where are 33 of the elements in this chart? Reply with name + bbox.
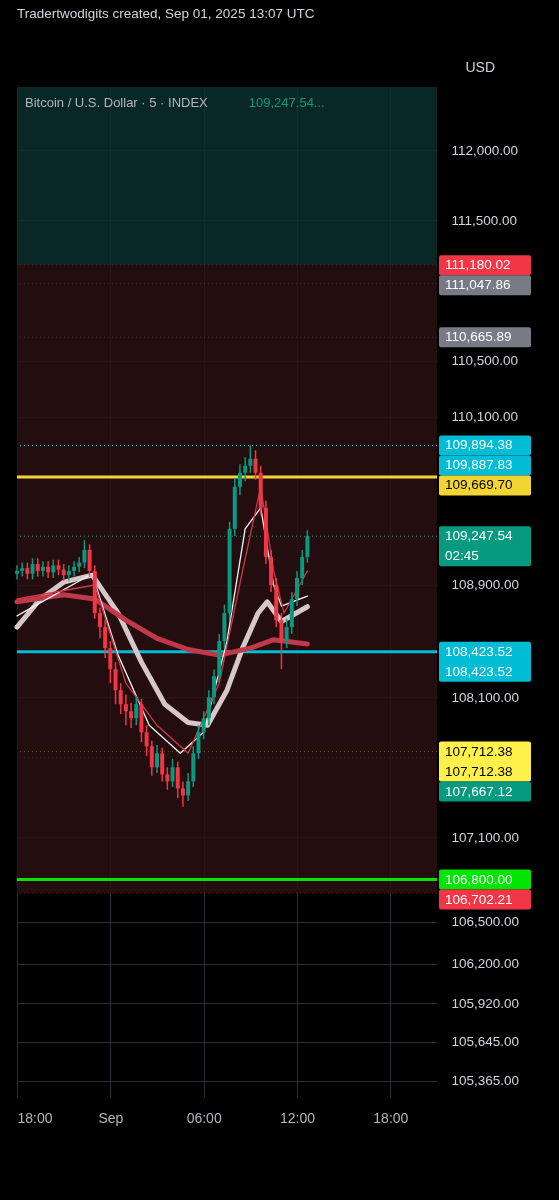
y-tick-label: 105,365.00 [451,1073,520,1089]
ref-line-label: 109,247.54 02:45 [445,528,514,564]
x-tick-label: Sep [98,1109,124,1126]
ref-line-label: 106,800.00 [445,871,513,887]
x-tick-label: 18:00 [373,1109,409,1126]
text: Bitcoin / U.S. Dollar · 5 · INDEX [25,95,209,110]
ref-line-label: 109,894.38 [445,437,513,453]
y-tick-label: 107,100.00 [451,829,520,845]
x-tick-label: 18:00 [17,1109,53,1126]
y-tick-label: 112,000.00 [451,142,519,158]
ref-line-label: 110,665.89 [445,329,512,345]
chart-title: Tradertwodigits created, Sep 01, 2025 13:07 UTC [17,5,315,21]
y-tick-label: 111,500.00 [451,212,518,228]
y-tick-label: 105,920.00 [451,995,520,1011]
ref-line-label: 107,667.12 [445,783,513,799]
y-tick-label: 105,645.00 [451,1034,520,1050]
ref-line-label: 108,423.52 108,423.52 [445,643,513,679]
x-tick-label: 06:00 [186,1109,222,1126]
ref-line-label: 109,669.70 [445,477,513,493]
y-tick-label: 108,900.00 [451,577,520,593]
ref-line-label: 109,887.83 [445,457,513,473]
ref-line-label: 111,047.86 [445,277,511,293]
ref-line-label: 106,702.21 [445,891,513,907]
y-axis-title: USD [465,58,496,75]
y-tick-label: 106,500.00 [451,914,520,930]
y-tick-label: 110,500.00 [451,353,519,369]
y-tick-label: 106,200.00 [451,956,520,972]
x-tick-label: 12:00 [279,1109,316,1126]
ref-line-label: 107,712.38 107,712.38 [445,743,513,779]
y-tick-label: 110,100.00 [451,409,519,425]
ref-line-label: 111,180.02 [445,257,511,273]
y-tick-label: 108,100.00 [451,689,520,705]
annotation: 109,247.54... [248,95,325,110]
